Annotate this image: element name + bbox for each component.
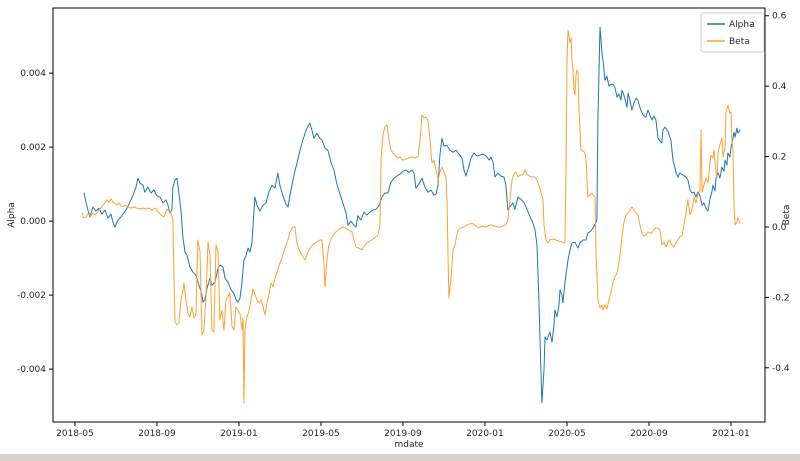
legend-label-alpha: Alpha bbox=[729, 20, 755, 30]
y-left-tick-label: 0.002 bbox=[20, 143, 46, 153]
x-axis-label: mdate bbox=[394, 440, 424, 450]
y-right-tick-label: 0.2 bbox=[772, 153, 786, 163]
x-tick-label: 2019-09 bbox=[384, 429, 422, 439]
x-tick-label: 2021-01 bbox=[712, 429, 750, 439]
y-axis-label-right: Beta bbox=[782, 205, 792, 226]
x-tick-label: 2020-05 bbox=[548, 429, 586, 439]
y-right-tick-label: -0.4 bbox=[772, 364, 790, 374]
legend-label-beta: Beta bbox=[729, 37, 750, 47]
y-axis-label-left: Alpha bbox=[7, 202, 17, 228]
x-tick-label: 2020-01 bbox=[466, 429, 504, 439]
x-tick-label: 2019-01 bbox=[220, 429, 258, 439]
y-left-tick-label: 0.000 bbox=[20, 217, 46, 227]
x-tick-label: 2018-09 bbox=[138, 429, 176, 439]
x-tick-label: 2020-09 bbox=[630, 429, 668, 439]
beta-series-line bbox=[81, 29, 741, 404]
y-right-tick-label: 0.4 bbox=[772, 82, 787, 92]
y-right-tick-label: 0.0 bbox=[772, 223, 787, 233]
alpha-series-line bbox=[83, 26, 741, 404]
legend-box bbox=[700, 12, 765, 53]
window-edge bbox=[0, 454, 800, 461]
y-right-tick-label: 0.6 bbox=[772, 12, 787, 22]
x-tick-label: 2019-05 bbox=[302, 429, 340, 439]
y-left-tick-label: -0.002 bbox=[17, 291, 46, 301]
x-tick-label: 2018-05 bbox=[56, 429, 94, 439]
plot-border bbox=[52, 7, 766, 423]
y-left-tick-label: 0.004 bbox=[20, 69, 46, 79]
y-right-tick-label: -0.2 bbox=[772, 293, 790, 303]
y-left-tick-label: -0.004 bbox=[17, 365, 46, 375]
